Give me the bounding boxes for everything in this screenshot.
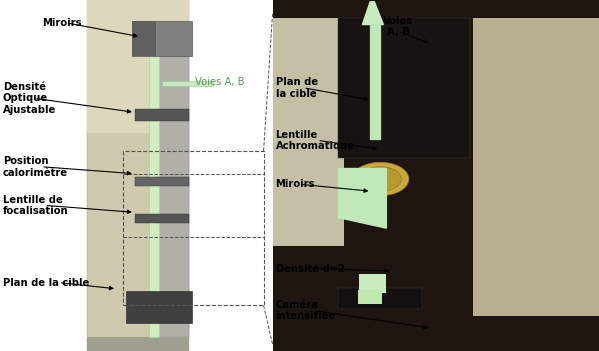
Bar bbox=[135, 214, 189, 223]
Text: Densité d=2: Densité d=2 bbox=[276, 264, 344, 273]
Bar bbox=[87, 337, 189, 351]
Text: Lentille
Achromatique: Lentille Achromatique bbox=[276, 130, 355, 151]
Bar bbox=[273, 18, 344, 246]
Bar bbox=[149, 28, 159, 337]
Text: Miroirs: Miroirs bbox=[276, 179, 315, 189]
Text: Miroirs: Miroirs bbox=[42, 18, 81, 28]
Bar bbox=[338, 18, 470, 158]
Bar bbox=[123, 151, 264, 305]
Text: Densité
Optique
Ajustable: Densité Optique Ajustable bbox=[3, 82, 56, 115]
Bar bbox=[132, 21, 156, 56]
Ellipse shape bbox=[359, 167, 401, 191]
Bar bbox=[162, 81, 213, 86]
Text: Voies A, B: Voies A, B bbox=[195, 78, 244, 87]
Text: Plan de
la cible: Plan de la cible bbox=[276, 77, 317, 99]
Text: Caméra
intensifiée: Caméra intensifiée bbox=[276, 300, 335, 322]
Bar bbox=[273, 0, 599, 351]
Text: Position
calorimètre: Position calorimètre bbox=[3, 156, 68, 178]
Bar bbox=[87, 0, 189, 351]
Ellipse shape bbox=[352, 162, 409, 196]
Bar bbox=[135, 109, 189, 121]
Bar bbox=[132, 21, 192, 56]
Bar bbox=[338, 288, 422, 309]
Text: Voies
A, B: Voies A, B bbox=[383, 16, 413, 38]
Bar bbox=[87, 0, 189, 133]
Text: Plan de la cible: Plan de la cible bbox=[3, 278, 89, 287]
Bar bbox=[126, 291, 192, 323]
Bar bbox=[473, 18, 599, 316]
Bar bbox=[153, 28, 189, 337]
Polygon shape bbox=[362, 2, 383, 25]
Bar bbox=[370, 25, 381, 140]
Bar bbox=[358, 290, 382, 304]
Polygon shape bbox=[338, 168, 386, 228]
Bar bbox=[135, 177, 189, 186]
Text: Lentille de
focalisation: Lentille de focalisation bbox=[3, 194, 69, 216]
Bar bbox=[153, 28, 156, 337]
Bar bbox=[359, 274, 386, 293]
